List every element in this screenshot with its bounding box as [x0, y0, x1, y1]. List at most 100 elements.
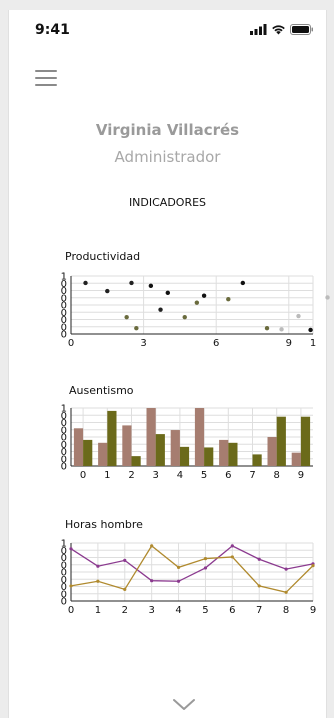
user-name: Virginia Villacrés [95, 121, 240, 139]
signal-icon [250, 24, 267, 35]
bar [122, 425, 132, 466]
y-tick-label: 0 [61, 411, 67, 422]
bar [219, 439, 229, 466]
x-tick-label: 6 [213, 338, 219, 349]
y-tick-label: 0 [61, 575, 67, 586]
x-tick-label: 3 [140, 338, 146, 349]
line-point [150, 544, 154, 548]
x-tick-label: 9 [298, 470, 304, 481]
y-tick-label: 0 [61, 440, 67, 451]
bar [194, 408, 205, 466]
bar [228, 442, 238, 466]
bar [267, 437, 277, 466]
line-point [203, 557, 208, 561]
bar [276, 416, 286, 466]
line-point [150, 579, 154, 583]
line-point [69, 547, 73, 551]
bar [155, 434, 165, 466]
y-tick-label: 0 [61, 286, 67, 297]
y-tick-label: 0 [61, 582, 67, 593]
scatter-point [129, 280, 134, 286]
y-tick-label: 0 [61, 597, 67, 608]
scatter-point [325, 295, 330, 300]
y-tick-label: 0 [61, 293, 67, 304]
bar [107, 410, 117, 466]
user-role: Administrador [114, 148, 221, 166]
bar [179, 446, 190, 466]
y-tick-label: 0 [61, 454, 67, 465]
x-tick-label: 8 [274, 470, 280, 481]
status-time: 9:41 [35, 22, 70, 38]
scatter-point [226, 297, 231, 302]
y-tick-label: 0 [61, 301, 67, 312]
x-tick-label: 7 [256, 605, 262, 616]
y-tick-label: 0 [61, 433, 67, 444]
status-icons [250, 24, 314, 35]
y-tick-label: 0 [61, 589, 67, 600]
y-tick-label: 0 [61, 546, 67, 557]
line-point [176, 579, 181, 583]
y-tick-label: 0 [61, 560, 67, 571]
x-tick-label: 9 [286, 338, 292, 349]
y-tick-label: 0 [61, 462, 67, 473]
x-tick-label: 5 [202, 605, 208, 616]
line-point [257, 557, 261, 561]
line-point [257, 584, 261, 588]
scatter-point [124, 314, 129, 320]
y-tick-label: 0 [61, 425, 67, 436]
chart-title-ausentismo: Ausentismo [69, 384, 134, 397]
y-tick-label: 0 [61, 553, 67, 564]
line-point [123, 587, 127, 591]
scatter-point [134, 326, 139, 331]
scatter-point [148, 283, 154, 289]
y-tick-label: 1 [61, 539, 67, 550]
line-point [123, 558, 127, 562]
y-tick-label: 0 [61, 330, 67, 341]
chart-title-productividad: Productividad [65, 250, 141, 263]
line-point [176, 565, 181, 569]
hamburger-menu-icon[interactable] [35, 70, 57, 88]
bar [73, 428, 84, 466]
line-point [203, 566, 208, 570]
x-tick-label: 0 [80, 470, 86, 481]
x-tick-label: 4 [175, 605, 181, 616]
x-tick-label: 3 [148, 605, 154, 616]
x-tick-label: 1 [104, 470, 110, 481]
x-tick-label: 8 [283, 605, 289, 616]
scatter-point [105, 288, 110, 294]
line-point [311, 564, 315, 568]
line-point [230, 544, 234, 548]
section-title: INDICADORES [128, 196, 207, 209]
y-tick-label: 0 [61, 322, 67, 333]
x-tick-label: 4 [177, 470, 183, 481]
bar [83, 439, 93, 466]
bar [300, 416, 311, 466]
bar [98, 442, 108, 466]
chevron-down-icon[interactable] [173, 698, 195, 712]
y-tick-label: 0 [61, 447, 67, 458]
bar [170, 430, 180, 466]
line-point [69, 584, 73, 588]
scatter-point [201, 293, 207, 298]
x-tick-label: 2 [122, 605, 128, 616]
y-tick-label: 0 [61, 279, 67, 290]
y-tick-label: 0 [61, 568, 67, 579]
x-tick-label: 6 [229, 605, 235, 616]
bar [204, 447, 214, 466]
x-tick-label: 1 [310, 338, 316, 349]
y-tick-label: 1 [61, 404, 67, 415]
series-line [70, 544, 314, 594]
scatter-point [308, 327, 313, 333]
line-point [230, 555, 234, 559]
x-tick-label: 0 [68, 605, 74, 616]
y-tick-label: 0 [61, 418, 67, 429]
chart-title-horas-hombre: Horas hombre [65, 518, 143, 531]
line-point [284, 567, 288, 571]
scatter-point [264, 326, 270, 331]
line-point [284, 590, 288, 594]
phone-screen: 9:41 Virginia Villacrés Administrador [8, 10, 330, 718]
x-tick-label: 2 [128, 470, 134, 481]
